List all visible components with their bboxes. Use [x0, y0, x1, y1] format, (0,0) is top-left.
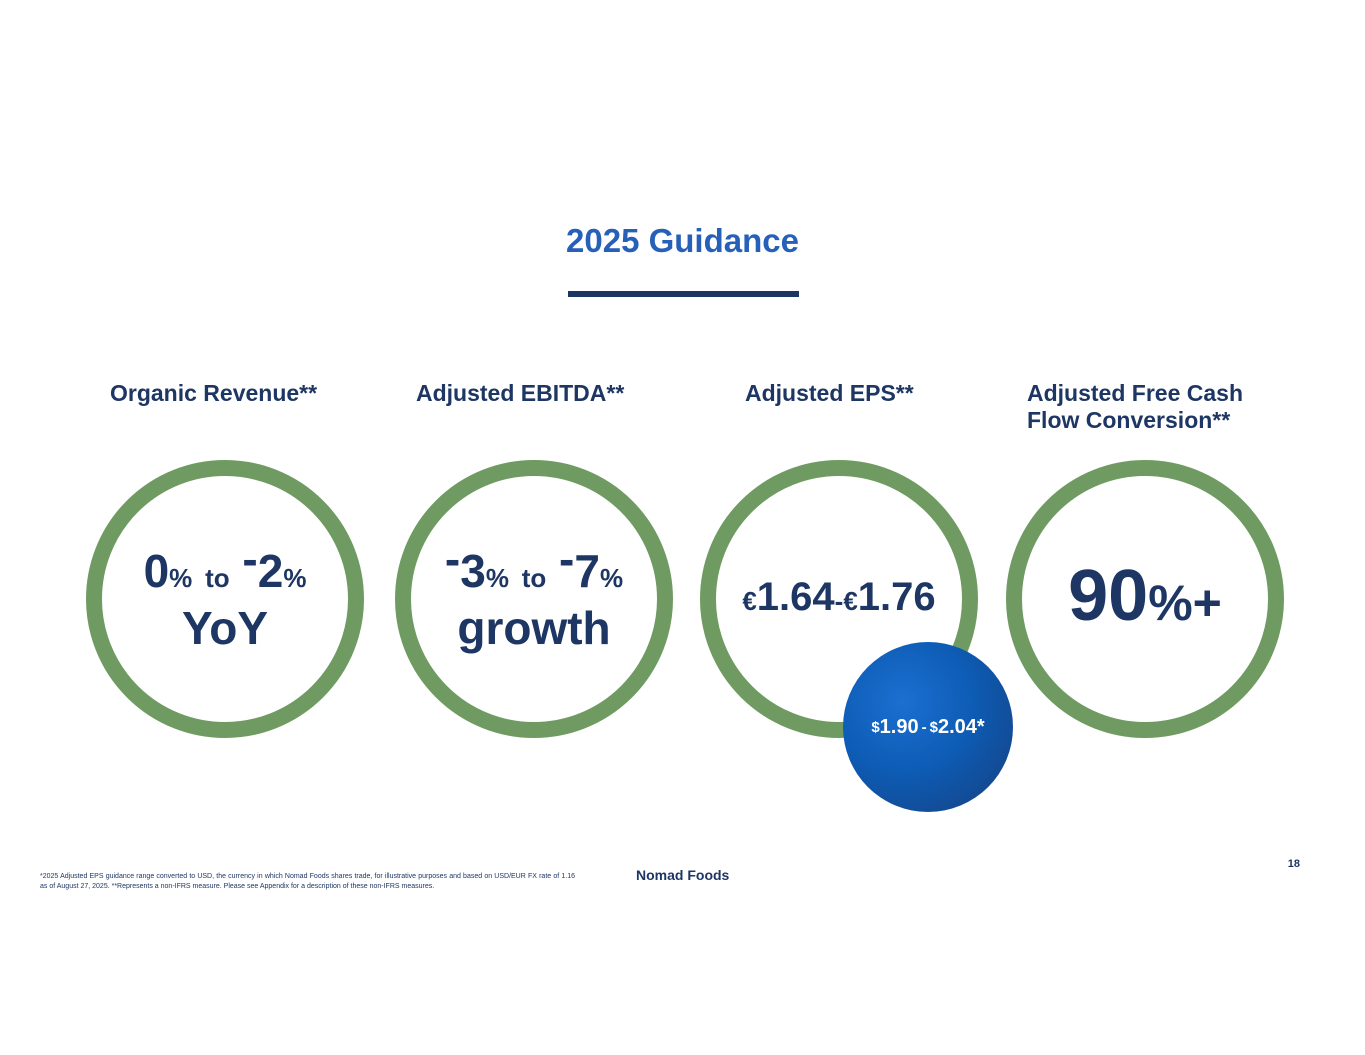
ebitda-sign-2: -	[559, 532, 575, 585]
ring-fcf-content: 90%+	[1022, 476, 1268, 722]
organic-to: to	[205, 562, 230, 593]
organic-value-1: 0	[143, 544, 170, 597]
fcf-value-line: 90%+	[1068, 557, 1222, 642]
fcf-suffix: %+	[1148, 574, 1222, 631]
ring-adjusted-eps-content: €1.64-€1.76	[716, 476, 962, 722]
ebitda-range: -3% to -7%	[445, 534, 624, 603]
ring-adjusted-ebitda: -3% to -7% growth	[395, 460, 673, 738]
eps-value-2: 1.76	[857, 575, 936, 619]
usd-value-2: 2.04*	[937, 715, 985, 738]
label-organic-revenue: Organic Revenue**	[110, 380, 318, 406]
eps-usd-bubble: $1.90- $2.04*	[843, 642, 1013, 812]
organic-unit-1: %	[169, 562, 193, 593]
ring-adjusted-ebitda-content: -3% to -7% growth	[411, 476, 657, 722]
ebitda-unit-2: %	[599, 562, 624, 593]
eps-currency-2: €	[843, 586, 858, 616]
label-adjusted-ebitda: Adjusted EBITDA**	[416, 380, 625, 406]
label-fcf-conversion: Adjusted Free Cash Flow Conversion**	[1027, 380, 1243, 434]
title-underline	[568, 291, 799, 297]
usd-currency-1: $	[871, 718, 880, 736]
usd-currency-2: $	[929, 718, 938, 736]
label-fcf-line2: Flow Conversion**	[1027, 407, 1231, 433]
usd-value-1: 1.90	[879, 715, 919, 738]
ebitda-sign-1: -	[444, 532, 461, 585]
eps-eur-range: €1.64-€1.76	[742, 575, 935, 623]
fcf-value: 90	[1068, 555, 1149, 636]
eps-currency-1: €	[742, 586, 757, 616]
ebitda-value-1: 3	[460, 544, 486, 597]
ebitda-line2: growth	[457, 601, 611, 654]
organic-sign-2: -	[242, 532, 258, 585]
organic-value-2: 2	[257, 544, 284, 597]
ebitda-unit-1: %	[485, 562, 509, 593]
eps-value-1: 1.64	[756, 575, 835, 619]
page-number: 18	[1287, 858, 1300, 870]
ebitda-to: to	[521, 562, 547, 593]
eps-separator: -	[834, 586, 844, 616]
page-title: 2025 Guidance	[566, 222, 799, 259]
ring-organic-revenue: 0% to -2% YoY	[86, 460, 364, 738]
nomad-foods-logo: Nomad Foods	[636, 867, 730, 883]
label-adjusted-eps: Adjusted EPS**	[745, 380, 914, 406]
organic-unit-2: %	[283, 562, 307, 593]
footnote: *2025 Adjusted EPS guidance range conver…	[40, 873, 575, 890]
usd-separator: -	[921, 718, 927, 736]
ring-fcf-conversion: 90%+	[1006, 460, 1284, 738]
label-fcf-line1: Adjusted Free Cash	[1027, 380, 1243, 406]
ring-organic-revenue-content: 0% to -2% YoY	[102, 476, 348, 722]
organic-revenue-line2: YoY	[181, 601, 269, 654]
ebitda-value-2: 7	[574, 544, 600, 597]
organic-revenue-range: 0% to -2%	[143, 534, 307, 603]
